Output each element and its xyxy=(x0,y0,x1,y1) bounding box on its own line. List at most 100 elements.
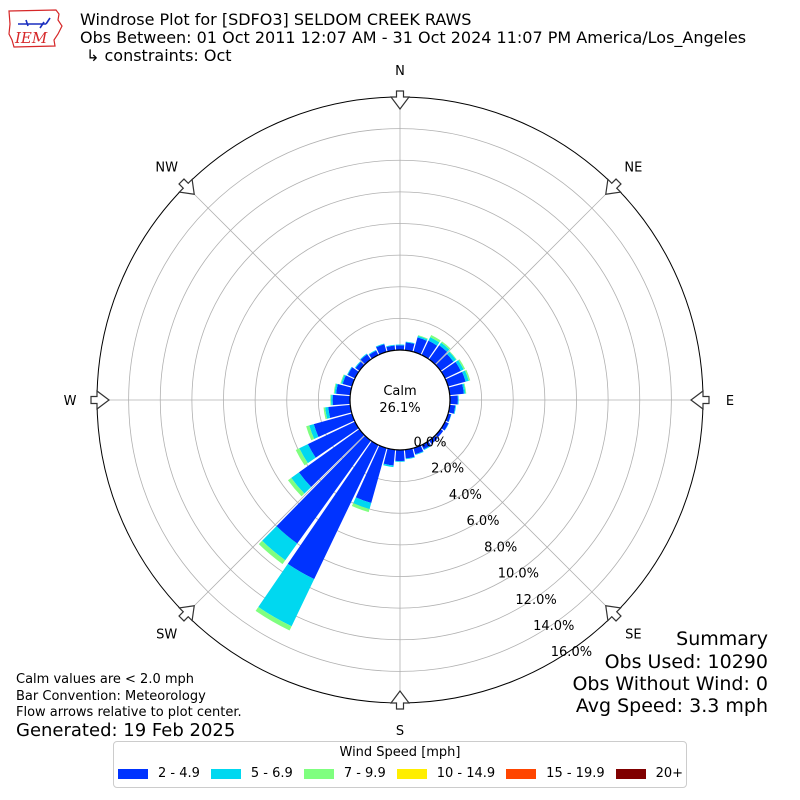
wind-bar-segment xyxy=(428,337,440,346)
wind-bar-segment xyxy=(287,441,379,580)
wind-bar-segment xyxy=(395,344,405,346)
radial-tick-label: 16.0% xyxy=(551,645,592,660)
wind-bar-segment xyxy=(347,366,353,375)
radial-tick-labels: 0.0% 2.0% 4.0% 6.0% 8.0% 10.0% 12.0% 14.0% 16.0% xyxy=(413,435,592,660)
direction-label-ne: NE xyxy=(624,161,642,176)
wind-barb-icon xyxy=(18,17,51,29)
direction-label-se: SE xyxy=(625,627,641,642)
legend-swatch xyxy=(303,768,334,779)
wind-bar-segment xyxy=(299,444,316,464)
wind-bar-segment xyxy=(368,349,377,355)
wind-bar-segment xyxy=(276,435,371,544)
wind-bar-segment xyxy=(309,424,319,439)
wind-bar-segment xyxy=(464,369,471,381)
legend-item: 2 - 4.9 xyxy=(118,766,200,781)
generated-date: Generated: 19 Feb 2025 xyxy=(16,720,236,741)
wind-bar-segment xyxy=(287,477,305,497)
calm-circle xyxy=(349,349,451,451)
wind-bar-segment xyxy=(354,361,361,369)
wind-bar-segment xyxy=(448,414,452,423)
wind-bar-segment xyxy=(441,341,451,350)
speed-legend: Wind Speed [mph] 2 - 4.9 5 - 6.9 7 - 9.9 10… xyxy=(113,741,687,788)
direction-label-e: E xyxy=(726,394,734,409)
wind-bar-segment xyxy=(333,383,337,394)
calm-percent: 26.1% xyxy=(379,401,420,416)
wind-bar-segment xyxy=(375,343,385,348)
wind-bar-segment xyxy=(444,423,449,431)
wind-bar-segment xyxy=(334,383,338,394)
wind-bar-segment xyxy=(458,359,466,370)
wind-bar-segment xyxy=(421,441,431,450)
wind-bar-segment xyxy=(325,407,331,419)
radial-tick-label: 6.0% xyxy=(466,514,499,529)
wind-bar-segment xyxy=(360,353,368,360)
direction-labels: N NE E SE S SW W NW xyxy=(64,64,735,739)
legend-label: 7 - 9.9 xyxy=(343,766,386,781)
wind-bar-segment xyxy=(336,384,352,396)
wind-bar-segment xyxy=(462,383,466,394)
wind-bar-segment xyxy=(298,429,365,487)
legend-item: 20+ xyxy=(615,766,683,781)
wind-bar-segment xyxy=(332,394,351,406)
wind-bar-segment xyxy=(355,361,365,371)
wind-bar-segment xyxy=(258,540,286,565)
wind-bar-segment xyxy=(353,497,372,510)
wind-bar-segment xyxy=(429,435,438,444)
radial-tick-label: 4.0% xyxy=(449,488,482,503)
flow-arrow-icon xyxy=(389,690,411,710)
direction-label-nw: NW xyxy=(155,161,178,176)
radial-tick-label: 8.0% xyxy=(484,540,517,555)
iowa-outline-icon xyxy=(8,9,63,48)
wind-bar-segment xyxy=(395,345,405,351)
wind-bar-segment xyxy=(340,374,345,384)
wind-bar-segment xyxy=(341,374,346,385)
wind-bar-segment xyxy=(355,445,387,503)
legend-swatch xyxy=(210,768,241,779)
flow-arrow-icon xyxy=(389,90,411,110)
legend-title: Wind Speed [mph] xyxy=(339,745,461,760)
radial-tick-label: 10.0% xyxy=(498,567,539,582)
grid-spoke xyxy=(185,435,365,615)
wind-bar-segment xyxy=(395,460,405,462)
legend-items: 2 - 4.9 5 - 6.9 7 - 9.9 10 - 14.9 15 - 19.9 2… xyxy=(118,766,694,781)
constraints: ↳ constraints: Oct xyxy=(86,46,232,65)
wind-bar-segment xyxy=(462,370,469,382)
wind-bar-segment xyxy=(449,395,458,405)
summary-title: Summary xyxy=(676,628,768,650)
wind-bar-segment xyxy=(386,344,395,347)
wind-bar-segment xyxy=(295,448,308,466)
summary-obs-used: Obs Used: 10290 xyxy=(604,651,768,673)
grid-spoke xyxy=(185,185,365,365)
wind-bar-segment xyxy=(413,337,427,355)
wind-bar-segment xyxy=(429,345,448,365)
legend-item: 5 - 6.9 xyxy=(210,766,293,781)
wind-bar-segment xyxy=(421,340,438,359)
radial-tick-label: 0.0% xyxy=(413,435,446,450)
legend-item: 7 - 9.9 xyxy=(303,766,386,781)
wind-bar-segment xyxy=(323,407,328,420)
wind-bar-segment xyxy=(351,503,370,513)
legend-item: 10 - 14.9 xyxy=(396,766,495,781)
grid-spoke xyxy=(435,435,615,615)
windrose-bars xyxy=(255,334,471,631)
wind-bar-segment xyxy=(404,448,415,459)
wind-bar-segment xyxy=(405,456,415,460)
calm-note: Calm values are < 2.0 mph xyxy=(16,672,195,687)
wind-bar-segment xyxy=(291,472,312,494)
wind-bar-segment xyxy=(330,394,332,406)
wind-bar-segment xyxy=(453,405,457,415)
flow-arrow-icon xyxy=(178,605,195,622)
wind-bar-segment xyxy=(455,360,464,371)
wind-bar-segment xyxy=(430,334,441,343)
flow-arrow-icon xyxy=(178,178,195,195)
wind-bar-segment xyxy=(395,449,405,462)
radial-tick-label: 14.0% xyxy=(533,619,574,634)
wind-bar-segment xyxy=(445,371,466,387)
direction-label-sw: SW xyxy=(156,627,177,642)
wind-bar-segment xyxy=(423,445,432,451)
legend-swatch xyxy=(506,768,537,779)
wind-bar-segment xyxy=(435,353,454,371)
radial-tick-label: 12.0% xyxy=(515,593,556,608)
polar-grid xyxy=(96,96,704,704)
wind-bar-segment xyxy=(369,350,379,359)
